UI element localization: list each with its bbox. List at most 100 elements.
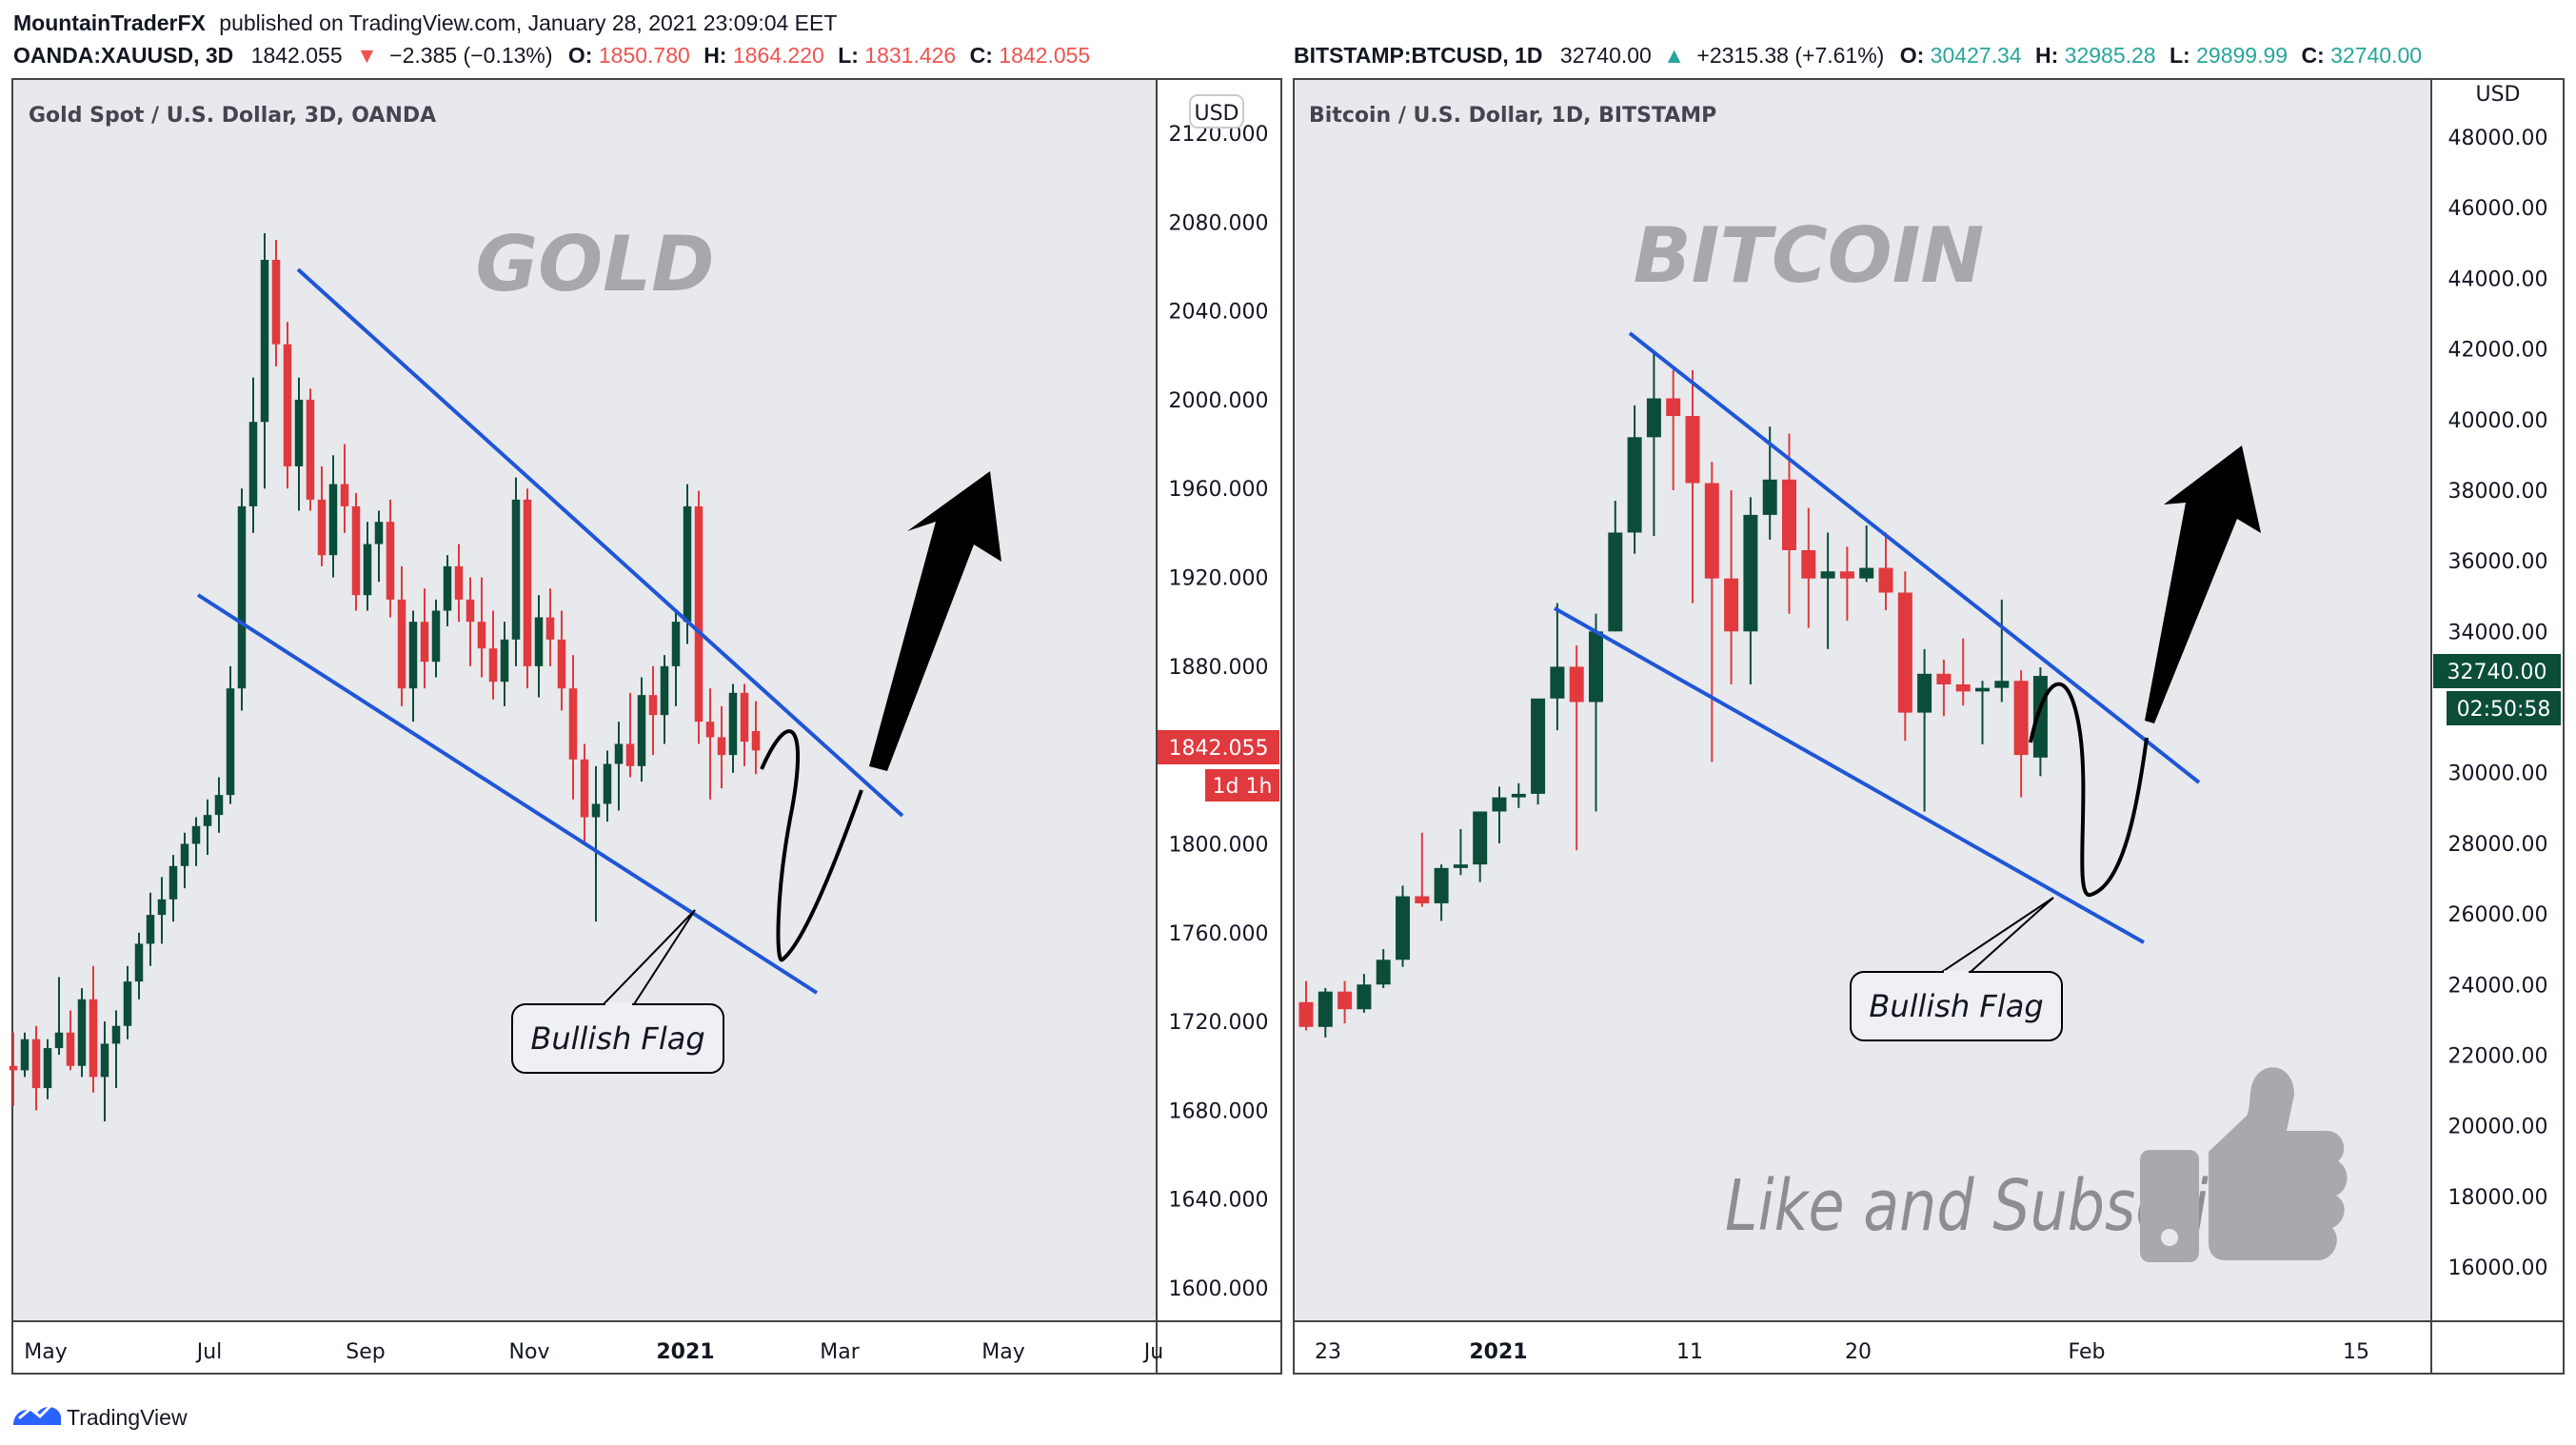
gold-candle-body[interactable]	[511, 499, 521, 640]
gold-candle-body[interactable]	[351, 505, 361, 596]
gold-candle-body[interactable]	[728, 692, 738, 756]
gold-candle-body[interactable]	[363, 544, 372, 596]
bitcoin-candle-body[interactable]	[1627, 437, 1642, 533]
bitcoin-candle-body[interactable]	[1878, 567, 1893, 593]
gold-lower-channel-line[interactable]	[196, 593, 819, 995]
gold-candle-body[interactable]	[523, 499, 532, 666]
bitcoin-candle-body[interactable]	[1724, 578, 1739, 632]
gold-candle-body[interactable]	[203, 815, 212, 826]
gold-candle-body[interactable]	[43, 1048, 52, 1089]
gold-candle-body[interactable]	[123, 981, 132, 1026]
bitcoin-candle-body[interactable]	[1492, 797, 1507, 812]
bitcoin-price-axis[interactable]: 48000.00 46000.00 44000.00 42000.00 40000.00…	[2448, 127, 2548, 1280]
bitcoin-candle-body[interactable]	[1936, 673, 1952, 684]
gold-candle-body[interactable]	[111, 1025, 121, 1044]
bitcoin-candle-body[interactable]	[1859, 567, 1874, 579]
gold-candle-body[interactable]	[77, 999, 87, 1066]
bitcoin-candle-body[interactable]	[1743, 514, 1758, 632]
gold-plot-area[interactable]	[13, 80, 1156, 1320]
gold-candle-body[interactable]	[214, 795, 224, 816]
bitcoin-candle-body[interactable]	[1550, 666, 1565, 699]
gold-candle-body[interactable]	[146, 915, 155, 944]
gold-candle-body[interactable]	[568, 688, 578, 760]
gold-candle-body[interactable]	[671, 622, 681, 666]
bitcoin-candle-body[interactable]	[1762, 479, 1777, 515]
gold-candle-body[interactable]	[420, 622, 429, 663]
right-symbol[interactable]: BITSTAMP:BTCUSD, 1D	[1294, 43, 1543, 68]
bitcoin-candle-body[interactable]	[1338, 991, 1353, 1010]
bitcoin-lower-channel-line[interactable]	[1554, 606, 2145, 944]
gold-candle-body[interactable]	[328, 484, 338, 556]
gold-candle-body[interactable]	[545, 617, 555, 640]
gold-candle-body[interactable]	[694, 505, 703, 722]
bitcoin-candle-body[interactable]	[1608, 532, 1623, 632]
gold-up-arrow-icon[interactable]	[869, 471, 1001, 771]
gold-candle-body[interactable]	[180, 843, 189, 866]
bitcoin-candle-body[interactable]	[1396, 896, 1410, 960]
gold-candle-body[interactable]	[260, 259, 269, 423]
gold-candle-body[interactable]	[557, 639, 566, 689]
bitcoin-candle-body[interactable]	[1820, 571, 1835, 579]
bitcoin-candle-body[interactable]	[1531, 698, 1546, 794]
bitcoin-candle-body[interactable]	[1994, 681, 2010, 688]
gold-candle-body[interactable]	[66, 1032, 75, 1066]
gold-candle-body[interactable]	[431, 610, 441, 663]
gold-candle-body[interactable]	[660, 665, 669, 716]
tradingview-brand[interactable]: TradingView	[13, 1401, 188, 1430]
gold-candle-body[interactable]	[603, 763, 612, 804]
gold-candle-body[interactable]	[408, 622, 418, 689]
gold-candle-body[interactable]	[477, 622, 486, 649]
bitcoin-candle-body[interactable]	[1453, 864, 1468, 868]
gold-candle-body[interactable]	[751, 731, 761, 751]
gold-candle-body[interactable]	[306, 399, 315, 500]
gold-candle-body[interactable]	[31, 1039, 41, 1089]
gold-candle-body[interactable]	[625, 743, 635, 766]
bitcoin-candle-body[interactable]	[1473, 811, 1488, 865]
bitcoin-candle-body[interactable]	[1782, 479, 1796, 550]
gold-candle-body[interactable]	[168, 865, 178, 900]
bitcoin-candle-body[interactable]	[1975, 687, 1990, 692]
bitcoin-candle-body[interactable]	[1569, 666, 1584, 703]
bitcoin-upper-channel-line[interactable]	[1628, 331, 2201, 784]
bitcoin-candle-body[interactable]	[1415, 896, 1430, 903]
bitcoin-candle-body[interactable]	[1666, 398, 1681, 417]
gold-candle-body[interactable]	[534, 617, 544, 666]
gold-candle-body[interactable]	[54, 1032, 64, 1049]
gold-candle-body[interactable]	[283, 344, 292, 466]
gold-candle-body[interactable]	[648, 695, 658, 716]
bitcoin-candle-body[interactable]	[1318, 991, 1333, 1027]
bitcoin-candle-body[interactable]	[2013, 681, 2029, 756]
gold-candle-body[interactable]	[134, 943, 144, 982]
gold-candle-body[interactable]	[443, 565, 452, 611]
bitcoin-candle-body[interactable]	[1685, 416, 1700, 484]
bitcoin-candle-body[interactable]	[1589, 631, 1603, 703]
gold-candle-body[interactable]	[397, 599, 406, 689]
bitcoin-candle-body[interactable]	[1646, 398, 1661, 438]
gold-candle-body[interactable]	[683, 505, 692, 623]
gold-candle-body[interactable]	[386, 522, 395, 600]
left-symbol[interactable]: OANDA:XAUUSD, 3D	[13, 43, 233, 68]
author-name[interactable]: MountainTraderFX	[13, 10, 207, 35]
gold-candle-body[interactable]	[580, 759, 589, 818]
gold-candle-body[interactable]	[340, 484, 349, 506]
gold-candle-body[interactable]	[466, 599, 475, 623]
bitcoin-candle-body[interactable]	[1434, 867, 1449, 903]
gold-candle-body[interactable]	[500, 639, 509, 683]
bitcoin-currency-label[interactable]: USD	[2475, 83, 2520, 107]
gold-candle-body[interactable]	[157, 899, 167, 916]
gold-candle-body[interactable]	[488, 648, 498, 683]
bitcoin-candle-body[interactable]	[1376, 960, 1391, 985]
bitcoin-projection-curve[interactable]	[2029, 682, 2149, 897]
bitcoin-candle-body[interactable]	[1897, 592, 1912, 713]
bitcoin-up-arrow-icon[interactable]	[2145, 445, 2261, 723]
gold-candle-body[interactable]	[614, 743, 624, 764]
bitcoin-time-axis[interactable]: 23 2021 11 20 Feb 15	[1315, 1340, 2369, 1364]
gold-candle-body[interactable]	[637, 695, 646, 766]
bitcoin-candle-body[interactable]	[1955, 683, 1971, 692]
bitcoin-bullish-flag-callout[interactable]: Bullish Flag	[1850, 897, 2063, 1041]
bitcoin-candle-body[interactable]	[1839, 571, 1854, 579]
gold-candle-body[interactable]	[226, 688, 235, 796]
gold-candle-body[interactable]	[317, 499, 327, 556]
gold-last-price-badge[interactable]: 1842.055 1d 1h	[1158, 730, 1279, 802]
gold-bullish-flag-callout[interactable]: Bullish Flag	[511, 909, 724, 1074]
